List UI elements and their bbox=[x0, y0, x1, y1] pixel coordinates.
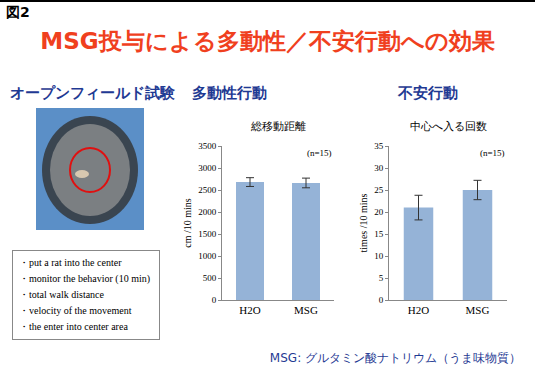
svg-text:35: 35 bbox=[374, 141, 384, 151]
svg-text:2500: 2500 bbox=[198, 185, 217, 195]
html-text:・velocity of the movement: ・velocity of the movement bbox=[19, 305, 132, 316]
svg-text:20: 20 bbox=[374, 207, 384, 217]
svg-text:総移動距離: 総移動距離 bbox=[250, 120, 306, 133]
svg-text:(n=15): (n=15) bbox=[307, 148, 332, 158]
html-text:・monitor the behavior (10 min): ・monitor the behavior (10 min) bbox=[19, 273, 151, 284]
html-text:オープンフィールド試験: オープンフィールド試験 bbox=[10, 84, 175, 102]
svg-text:H2O: H2O bbox=[239, 304, 260, 316]
svg-text:H2O: H2O bbox=[408, 304, 429, 316]
svg-text:中心へ入る回数: 中心へ入る回数 bbox=[410, 120, 487, 133]
html-text:・put a rat into the center: ・put a rat into the center bbox=[19, 257, 122, 268]
svg-text:3000: 3000 bbox=[198, 163, 217, 173]
html-text:不安行動: 不安行動 bbox=[398, 84, 458, 102]
html-text:図2: 図2 bbox=[6, 4, 30, 20]
svg-text:10: 10 bbox=[374, 251, 384, 261]
svg-text:500: 500 bbox=[203, 273, 217, 283]
svg-text:15: 15 bbox=[374, 229, 384, 239]
svg-text:25: 25 bbox=[374, 185, 384, 195]
html-text:多動性行動: 多動性行動 bbox=[192, 84, 267, 102]
svg-text:MSG: MSG bbox=[294, 304, 318, 316]
svg-text:cm /10 mins: cm /10 mins bbox=[182, 198, 193, 248]
svg-text:0: 0 bbox=[379, 295, 384, 305]
svg-text:times /10 mins: times /10 mins bbox=[358, 193, 369, 252]
svg-text:30: 30 bbox=[374, 163, 384, 173]
html-text:MSG投与による多動性／不安行動への効果: MSG投与による多動性／不安行動への効果 bbox=[40, 28, 495, 54]
svg-text:(n=15): (n=15) bbox=[480, 148, 505, 158]
svg-text:1000: 1000 bbox=[198, 251, 217, 261]
html-text:・total walk distance: ・total walk distance bbox=[19, 289, 104, 300]
svg-text:2000: 2000 bbox=[198, 207, 217, 217]
html-text:MSG: グルタミン酸ナトリウム（うま味物質）: MSG: グルタミン酸ナトリウム（うま味物質） bbox=[269, 351, 521, 365]
svg-text:1500: 1500 bbox=[198, 229, 217, 239]
svg-text:0: 0 bbox=[212, 295, 217, 305]
svg-text:MSG: MSG bbox=[466, 304, 490, 316]
svg-text:5: 5 bbox=[379, 273, 384, 283]
html-text:・the enter into center area: ・the enter into center area bbox=[19, 321, 128, 332]
svg-text:3500: 3500 bbox=[198, 141, 217, 151]
